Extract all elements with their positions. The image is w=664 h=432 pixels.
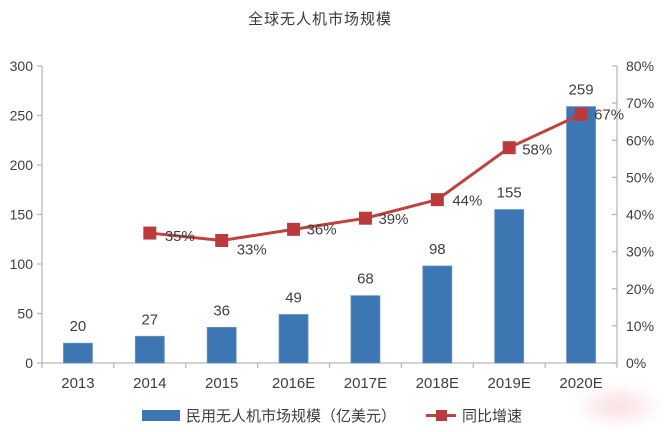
x-axis-category-label: 2014: [133, 375, 166, 392]
x-axis-category-label: 2016E: [272, 375, 315, 392]
bar-value-label: 20: [70, 318, 87, 335]
line-series-label: 同比增速: [462, 408, 523, 425]
right-axis-tick-label: 50%: [626, 169, 654, 185]
bar-series-swatch: [141, 410, 180, 421]
bar-value-label: 98: [429, 241, 446, 258]
legend-item-bars: 民用无人机市场规模（亿美元）: [141, 405, 396, 426]
right-axis-tick-label: 80%: [626, 58, 654, 74]
left-axis-tick-label: 0: [25, 355, 33, 371]
chart-title: 全球无人机市场规模: [247, 11, 392, 28]
bar-value-label: 49: [285, 289, 302, 306]
legend: 民用无人机市场规模（亿美元） 同比增速: [0, 405, 664, 426]
growth-value-label: 44%: [452, 193, 482, 210]
x-axis-category-label: 2017E: [344, 375, 387, 392]
bar-2018E: [422, 265, 453, 364]
right-axis-tick-label: 30%: [626, 244, 654, 260]
right-axis-tick-label: 0%: [626, 355, 646, 371]
legend-item-line: 同比增速: [426, 405, 522, 426]
x-axis-category-label: 2020E: [559, 375, 602, 392]
left-axis-tick-label: 100: [10, 256, 34, 272]
bar-2020E: [566, 106, 596, 364]
growth-marker: [358, 211, 372, 225]
left-axis-tick-label: 200: [10, 157, 34, 173]
bar-value-label: 27: [141, 311, 158, 328]
bar-value-label: 68: [357, 271, 374, 288]
bar-value-label: 36: [213, 302, 230, 319]
growth-value-label: 39%: [378, 211, 408, 228]
left-axis-tick-label: 250: [10, 108, 34, 124]
growth-value-label: 35%: [165, 228, 195, 245]
x-axis-category-label: 2019E: [488, 375, 531, 392]
bar-2019E: [494, 209, 525, 364]
bar-series-label: 民用无人机市场规模（亿美元）: [185, 408, 396, 425]
left-axis-tick-label: 300: [10, 58, 34, 74]
bar-2014: [134, 335, 165, 364]
bar-value-label: 259: [569, 82, 594, 99]
growth-marker: [430, 193, 444, 207]
bar-2015: [206, 326, 237, 364]
growth-marker: [143, 226, 157, 240]
bar-value-label: 155: [497, 185, 522, 202]
growth-value-label: 33%: [237, 241, 267, 258]
growth-marker: [574, 107, 588, 121]
right-axis-tick-label: 60%: [626, 132, 654, 148]
growth-value-label: 36%: [307, 221, 337, 238]
growth-value-label: 67%: [594, 106, 624, 123]
growth-value-label: 58%: [522, 142, 552, 159]
bar-2013: [63, 342, 93, 364]
right-axis-tick-label: 10%: [626, 318, 654, 334]
left-axis-tick-label: 50: [17, 306, 33, 322]
right-axis-tick-label: 40%: [626, 207, 654, 223]
x-axis-category-label: 2013: [61, 375, 94, 392]
right-axis-tick-label: 70%: [626, 95, 654, 111]
growth-marker: [215, 233, 229, 247]
right-axis-tick-label: 20%: [626, 281, 654, 297]
growth-marker: [287, 222, 301, 236]
x-axis-category-label: 2015: [205, 375, 238, 392]
bar-2017E: [350, 295, 381, 364]
bar-2016E: [278, 314, 309, 364]
x-axis-category-label: 2018E: [416, 375, 459, 392]
line-series-swatch: [426, 409, 456, 422]
watermark-smudge: [572, 382, 664, 430]
left-axis-tick-label: 150: [10, 207, 34, 223]
growth-marker: [502, 141, 516, 155]
